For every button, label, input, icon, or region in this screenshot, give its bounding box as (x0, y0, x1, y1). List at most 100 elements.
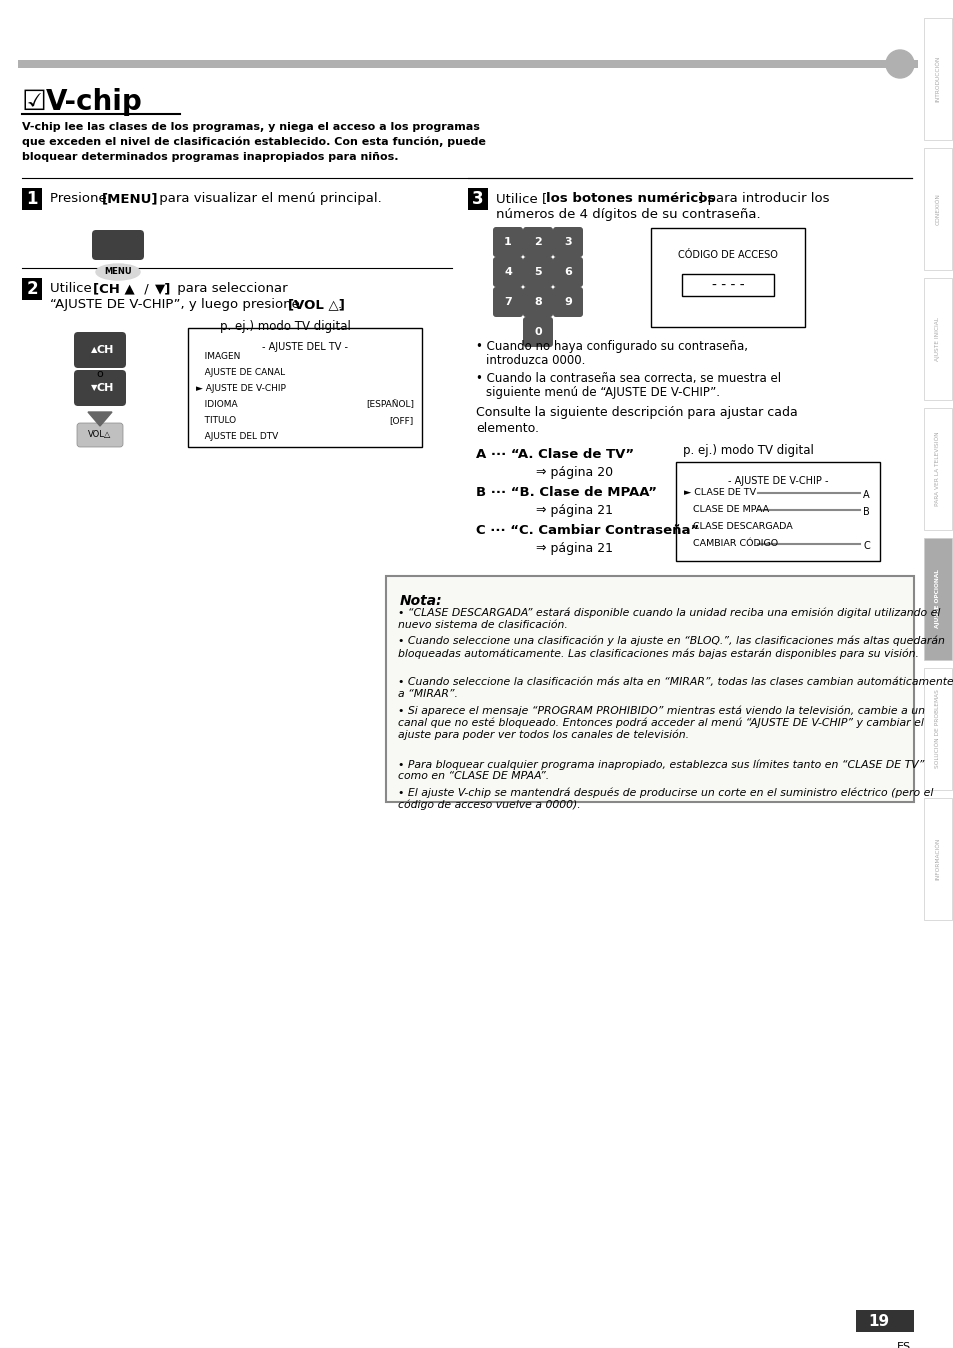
FancyBboxPatch shape (923, 18, 951, 140)
FancyBboxPatch shape (676, 462, 879, 561)
Text: o: o (96, 369, 103, 379)
Text: ▲: ▲ (91, 345, 97, 355)
FancyBboxPatch shape (522, 287, 553, 317)
Text: números de 4 dígitos de su contraseña.: números de 4 dígitos de su contraseña. (496, 208, 760, 221)
Text: Presione: Presione (50, 191, 111, 205)
FancyBboxPatch shape (553, 226, 582, 257)
FancyBboxPatch shape (522, 257, 553, 287)
Text: 2: 2 (534, 237, 541, 247)
Text: AJUSTE OPCIONAL: AJUSTE OPCIONAL (935, 570, 940, 628)
Text: [CH ▲: [CH ▲ (92, 282, 134, 295)
FancyBboxPatch shape (386, 576, 913, 802)
Text: introduzca 0000.: introduzca 0000. (485, 355, 585, 367)
Text: SOLUCIÓN DE PROBLEMAS: SOLUCIÓN DE PROBLEMAS (935, 690, 940, 768)
Text: ⇒ página 20: ⇒ página 20 (536, 466, 613, 479)
Text: [MENU]: [MENU] (102, 191, 158, 205)
Text: C: C (862, 541, 869, 551)
FancyBboxPatch shape (650, 228, 804, 328)
Text: • El ajuste V-chip se mantendrá después de producirse un corte en el suministro : • El ajuste V-chip se mantendrá después … (397, 787, 932, 810)
Text: 9: 9 (563, 297, 572, 307)
Text: 2: 2 (26, 280, 38, 298)
FancyBboxPatch shape (923, 798, 951, 919)
FancyBboxPatch shape (18, 61, 917, 67)
Text: [VOL △]: [VOL △] (288, 298, 345, 311)
Text: ⇒ página 21: ⇒ página 21 (536, 504, 613, 518)
Text: • Para bloquear cualquier programa inapropiado, establezca sus límites tanto en : • Para bloquear cualquier programa inapr… (397, 759, 923, 780)
Text: elemento.: elemento. (476, 422, 538, 435)
Text: ⇒ página 21: ⇒ página 21 (536, 542, 613, 555)
Text: 19: 19 (867, 1313, 888, 1329)
FancyBboxPatch shape (923, 538, 951, 661)
Text: B ··· “B. Clase de MPAA”: B ··· “B. Clase de MPAA” (476, 487, 657, 499)
Text: 4: 4 (503, 267, 512, 276)
Text: los botones numéricos: los botones numéricos (545, 191, 715, 205)
Text: CLASE DE MPAA: CLASE DE MPAA (683, 506, 768, 514)
FancyBboxPatch shape (468, 187, 488, 210)
FancyBboxPatch shape (77, 423, 123, 448)
FancyBboxPatch shape (493, 226, 522, 257)
Text: AJUSTE INICIAL: AJUSTE INICIAL (935, 317, 940, 361)
Text: A ··· “A. Clase de TV”: A ··· “A. Clase de TV” (476, 448, 634, 461)
FancyBboxPatch shape (91, 231, 144, 260)
Text: ] para introducir los: ] para introducir los (698, 191, 828, 205)
Text: 7: 7 (503, 297, 512, 307)
FancyBboxPatch shape (553, 257, 582, 287)
Text: Consulte la siguiente descripción para ajustar cada: Consulte la siguiente descripción para a… (476, 406, 797, 419)
Text: • Si aparece el mensaje “PROGRAM PROHIBIDO” mientras está viendo la televisión, : • Si aparece el mensaje “PROGRAM PROHIBI… (397, 705, 924, 740)
Text: • “CLASE DESCARGADA” estará disponible cuando la unidad reciba una emisión digit: • “CLASE DESCARGADA” estará disponible c… (397, 608, 940, 630)
Text: ► CLASE DE TV: ► CLASE DE TV (683, 488, 756, 497)
Text: ▼: ▼ (91, 383, 97, 392)
Text: 3: 3 (472, 190, 483, 208)
Text: ☑: ☑ (22, 88, 47, 116)
FancyBboxPatch shape (493, 287, 522, 317)
Text: 3: 3 (563, 237, 571, 247)
Ellipse shape (96, 264, 140, 280)
FancyBboxPatch shape (22, 278, 42, 301)
Text: B: B (862, 507, 869, 518)
Text: • Cuando la contraseña sea correcta, se muestra el: • Cuando la contraseña sea correcta, se … (476, 372, 781, 386)
FancyBboxPatch shape (493, 257, 522, 287)
Polygon shape (88, 412, 112, 426)
Text: INFORMACIÓN: INFORMACIÓN (935, 838, 940, 880)
Text: • Cuando seleccione la clasificación más alta en “MIRAR”, todas las clases cambi: • Cuando seleccione la clasificación más… (397, 677, 953, 698)
Text: Utilice [: Utilice [ (496, 191, 547, 205)
Text: CLASE DESCARGADA: CLASE DESCARGADA (683, 522, 792, 531)
Text: CH: CH (96, 383, 113, 394)
Text: [ESPAÑOL]: [ESPAÑOL] (366, 400, 414, 408)
Text: - AJUSTE DE V-CHIP -: - AJUSTE DE V-CHIP - (727, 476, 827, 487)
Text: - AJUSTE DEL TV -: - AJUSTE DEL TV - (262, 342, 348, 352)
Text: V-chip: V-chip (46, 88, 143, 116)
Text: ► AJUSTE DE V-CHIP: ► AJUSTE DE V-CHIP (195, 384, 286, 394)
FancyBboxPatch shape (74, 369, 126, 406)
Text: 5: 5 (534, 267, 541, 276)
Text: .: . (337, 298, 342, 311)
Text: 1: 1 (503, 237, 512, 247)
Text: [OFF]: [OFF] (390, 417, 414, 425)
Text: 8: 8 (534, 297, 541, 307)
Text: • Cuando seleccione una clasificación y la ajuste en “BLOQ.”, las clasificacione: • Cuando seleccione una clasificación y … (397, 636, 943, 659)
Text: CÓDIGO DE ACCESO: CÓDIGO DE ACCESO (678, 249, 777, 260)
Text: “AJUSTE DE V-CHIP”, y luego presione: “AJUSTE DE V-CHIP”, y luego presione (50, 298, 304, 311)
FancyBboxPatch shape (22, 187, 42, 210)
Text: 0: 0 (534, 328, 541, 337)
Text: p. ej.) modo TV digital: p. ej.) modo TV digital (220, 319, 351, 333)
Text: INTRODUCCIÓN: INTRODUCCIÓN (935, 55, 940, 102)
FancyBboxPatch shape (188, 328, 421, 448)
Ellipse shape (885, 50, 913, 78)
FancyBboxPatch shape (681, 274, 773, 297)
FancyBboxPatch shape (855, 1310, 913, 1332)
Text: siguiente menú de “AJUSTE DE V-CHIP”.: siguiente menú de “AJUSTE DE V-CHIP”. (485, 386, 720, 399)
Text: PARA VER LA TELEVISIÓN: PARA VER LA TELEVISIÓN (935, 431, 940, 507)
Text: CONEXIÓN: CONEXIÓN (935, 193, 940, 225)
Text: Utilice: Utilice (50, 282, 96, 295)
FancyBboxPatch shape (923, 148, 951, 270)
Text: - - - -: - - - - (711, 278, 743, 293)
Text: 1: 1 (27, 190, 38, 208)
FancyBboxPatch shape (923, 408, 951, 530)
Text: 6: 6 (563, 267, 572, 276)
Text: /: / (140, 282, 152, 295)
FancyBboxPatch shape (522, 226, 553, 257)
Text: IMAGEN: IMAGEN (195, 352, 240, 361)
Text: ▼]: ▼] (154, 282, 172, 295)
Text: • Cuando no haya configurado su contraseña,: • Cuando no haya configurado su contrase… (476, 340, 747, 353)
